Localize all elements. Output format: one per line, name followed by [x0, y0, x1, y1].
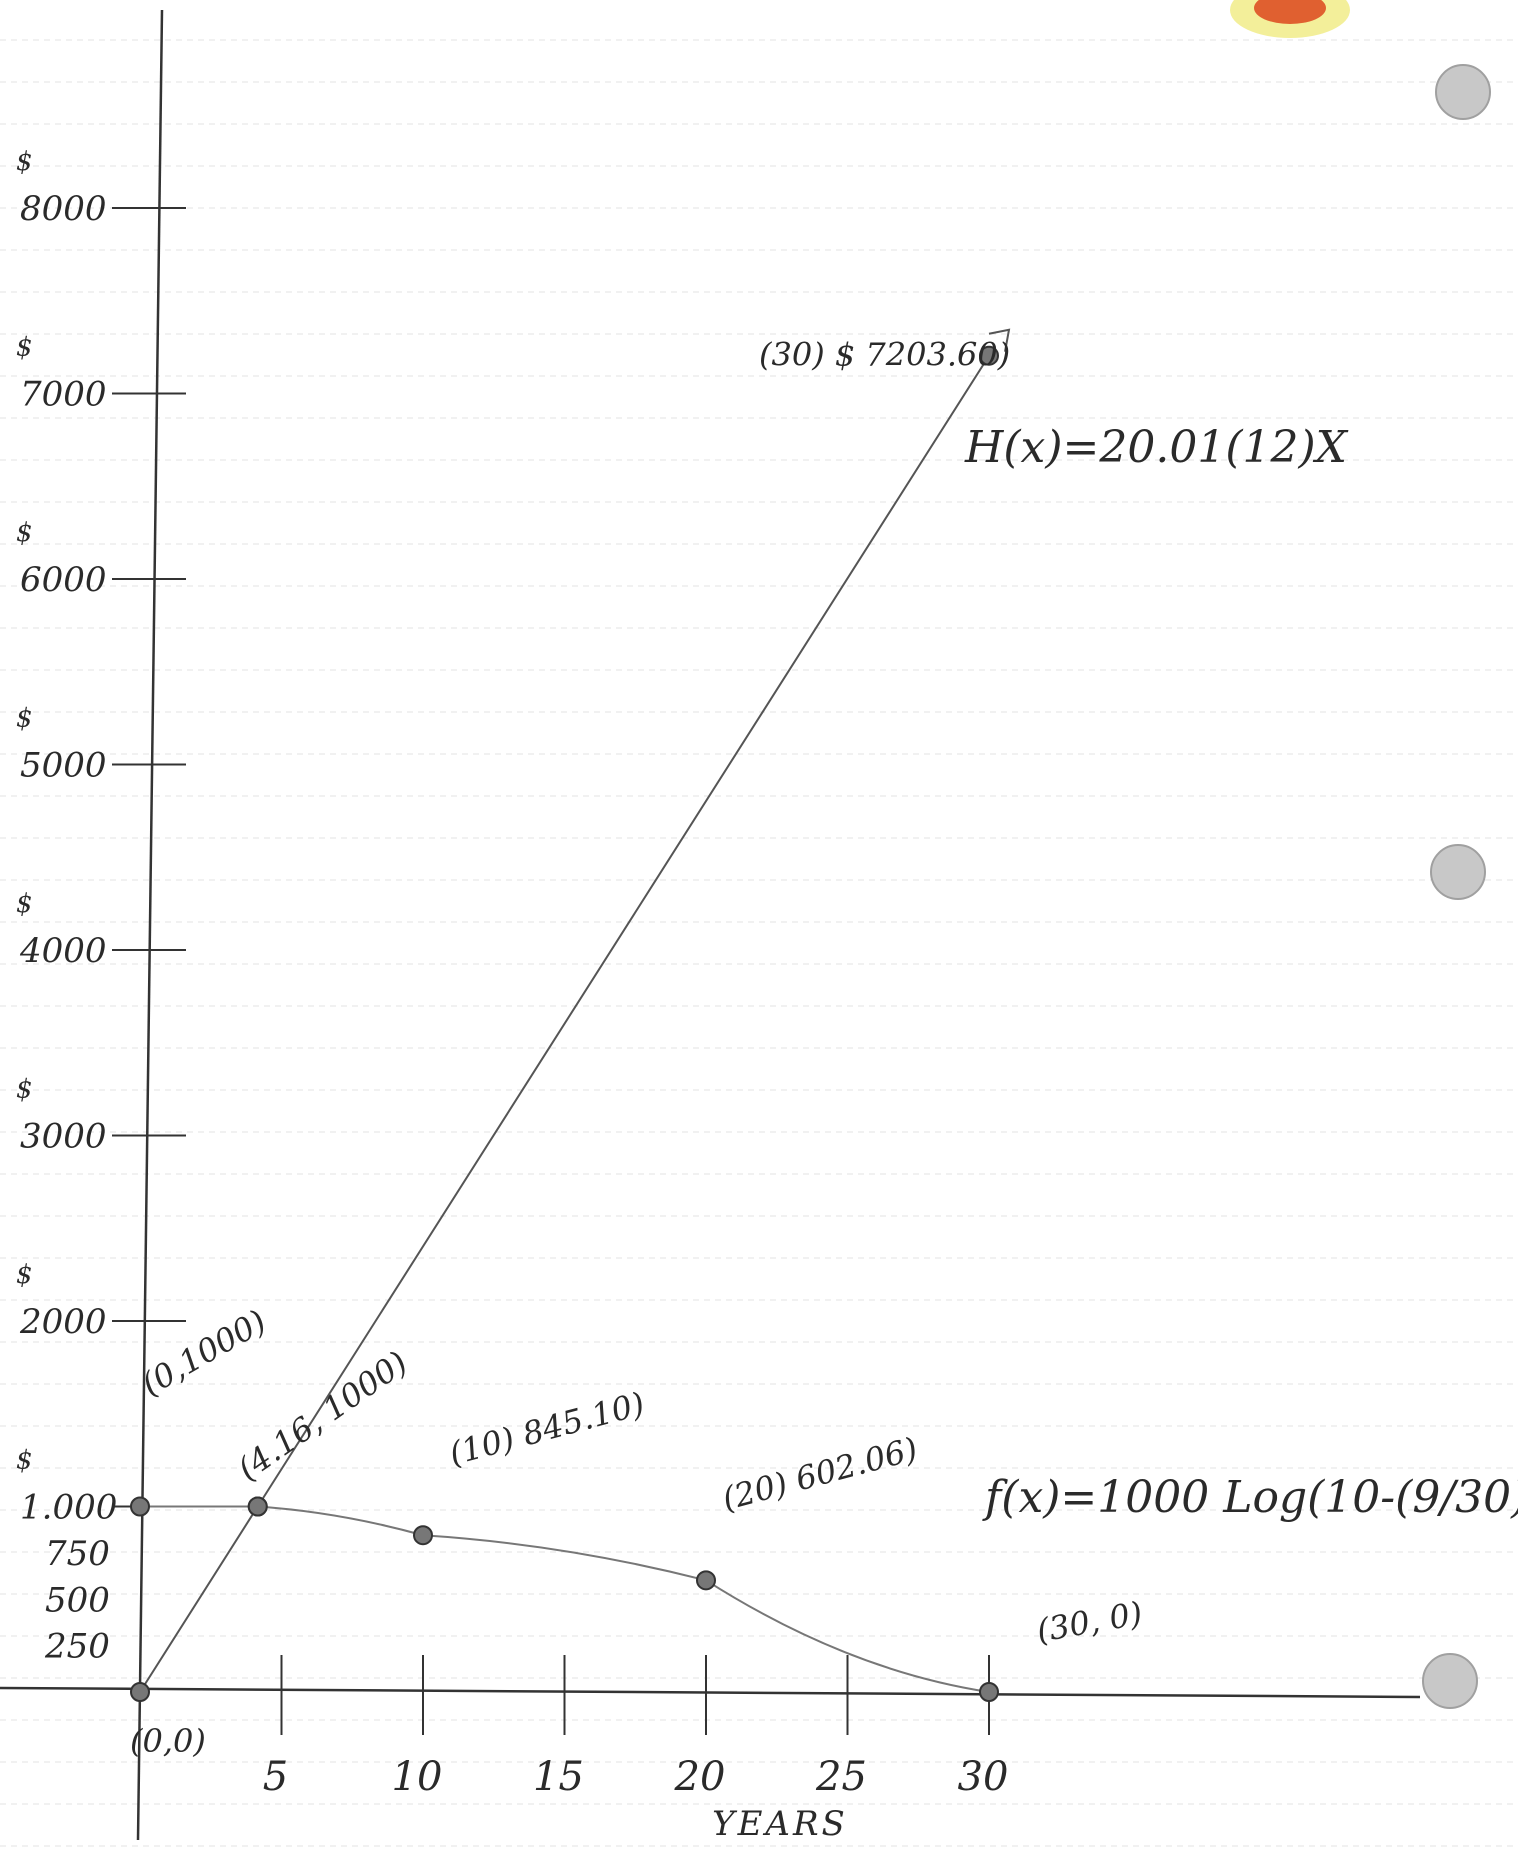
x-tick-label: 15 — [533, 1754, 584, 1800]
point-label: (4.16, 1000) — [231, 1343, 415, 1488]
point-label: (0,1000) — [135, 1302, 273, 1403]
corner-sticker-center — [1254, 0, 1326, 24]
y-tick-label: 4000 — [19, 931, 107, 971]
data-point — [696, 1570, 716, 1591]
y-tick-dollar: $ — [16, 518, 33, 548]
y-tick-dollar: $ — [16, 1260, 33, 1290]
y-tick-label: 6000 — [20, 560, 107, 600]
y-tick-label: 500 — [45, 1580, 110, 1620]
y-tick-label: 1.000 — [20, 1488, 117, 1528]
y-tick-dollar: $ — [16, 1446, 33, 1476]
x-axis — [0, 1686, 1421, 1699]
y-tick-label: 2000 — [19, 1302, 107, 1342]
data-point — [130, 1682, 150, 1702]
arrowhead — [988, 328, 1011, 352]
data-point — [130, 1496, 150, 1517]
data-point — [247, 1496, 268, 1517]
y-tick-dollar: $ — [16, 1075, 33, 1105]
point-label: (30) $ 7203.60) — [759, 336, 1010, 374]
point-label: (10) 845.10) — [445, 1384, 648, 1473]
data-point — [413, 1525, 433, 1546]
data-point — [979, 345, 999, 366]
y-tick-dollar: $ — [16, 333, 33, 363]
y-tick-dollar: $ — [16, 889, 33, 919]
x-tick-label: 5 — [263, 1754, 288, 1800]
x-tick-label: 30 — [958, 1754, 1009, 1800]
punch-hole — [1435, 64, 1491, 120]
y-tick-dollar: $ — [16, 147, 33, 177]
y-tick-label: 250 — [44, 1627, 110, 1667]
y-tick-label: 750 — [45, 1534, 110, 1574]
point-label: (20) 602.06) — [718, 1429, 921, 1518]
x-tick-label: 25 — [815, 1754, 867, 1800]
y-axis — [136, 9, 164, 1841]
data-point — [979, 1682, 999, 1702]
y-tick-dollar: $ — [16, 704, 33, 734]
x-axis-title: YEARS — [712, 1804, 848, 1844]
x-tick-label: 20 — [674, 1754, 726, 1800]
punch-hole — [1430, 844, 1486, 900]
point-label: (30, 0) — [1034, 1594, 1145, 1650]
y-tick-label: 8000 — [20, 189, 107, 229]
y-tick-label: 3000 — [20, 1117, 107, 1157]
y-tick-label: 7000 — [20, 375, 107, 415]
equation-f: f(x)=1000 Log(10-(9/30)X) — [982, 1472, 1518, 1523]
equation-h: H(x)=20.01(12)X — [964, 422, 1349, 473]
x-tick-label: 10 — [392, 1754, 443, 1800]
series-line — [139, 355, 990, 1693]
punch-hole — [1422, 1653, 1478, 1709]
y-tick-label: 5000 — [20, 746, 107, 786]
point-label: (0,0) — [130, 1722, 206, 1760]
